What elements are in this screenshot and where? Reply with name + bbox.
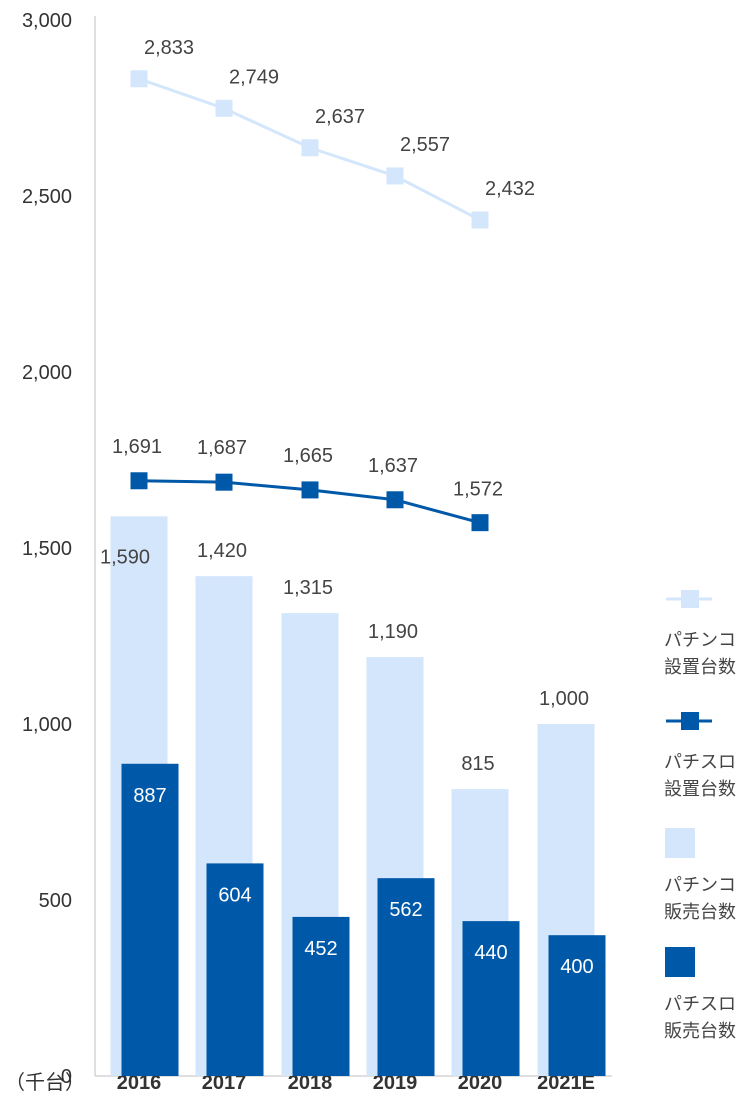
y-tick-label: 2,000 bbox=[22, 362, 72, 384]
marker-pachinko-installed bbox=[301, 139, 319, 157]
data-label-pachinko-installed: 2,557 bbox=[400, 134, 450, 156]
marker-pachinko-installed bbox=[386, 167, 404, 185]
legend-label-line1: パチンコ bbox=[664, 875, 736, 896]
data-label-pachinko-sales: 1,000 bbox=[539, 688, 589, 710]
data-label-pachislot-installed: 1,691 bbox=[112, 436, 162, 458]
unit-label: （千台） bbox=[5, 1070, 85, 1094]
data-label-pachislot-installed: 1,687 bbox=[197, 437, 247, 459]
legend-label-line1: パチスロ bbox=[664, 994, 736, 1015]
data-label-pachinko-sales: 1,420 bbox=[197, 540, 247, 562]
bar-pachislot-sales bbox=[548, 935, 606, 1076]
bar-pachislot-sales bbox=[206, 863, 264, 1076]
bar-pachislot-sales bbox=[121, 763, 179, 1076]
bar-pachislot-sales bbox=[462, 921, 520, 1076]
x-tick-label: 2019 bbox=[373, 1072, 418, 1094]
bar-pachislot-sales bbox=[377, 878, 435, 1076]
installed-units-lines bbox=[130, 70, 489, 532]
data-label-pachinko-installed: 2,833 bbox=[144, 37, 194, 59]
data-label-pachinko-sales: 815 bbox=[461, 753, 494, 775]
marker-pachinko-installed bbox=[215, 99, 233, 117]
y-tick-label: 0 bbox=[61, 1066, 72, 1088]
x-tick-label: 2020 bbox=[458, 1072, 503, 1094]
y-tick-label: 500 bbox=[39, 890, 72, 912]
data-label-pachislot-sales: 887 bbox=[133, 785, 166, 807]
legend-marker-swatch bbox=[681, 590, 699, 608]
data-labels: 1,590 1,420 1,315 1,190 815 1,000 887 604 452 562… bbox=[100, 37, 594, 978]
marker-pachinko-installed bbox=[130, 70, 148, 88]
pachinko-sales-bars bbox=[110, 516, 595, 1076]
data-label-pachislot-sales: 604 bbox=[218, 884, 251, 906]
legend-label-line2: 販売台数 bbox=[664, 902, 736, 923]
marker-pachislot-installed bbox=[386, 491, 404, 509]
y-tick-label: 2,500 bbox=[22, 186, 72, 208]
y-tick-label: 1,000 bbox=[22, 714, 72, 736]
x-tick-label: 2021E bbox=[537, 1072, 595, 1094]
data-label-pachinko-installed: 2,432 bbox=[485, 178, 535, 200]
marker-pachislot-installed bbox=[215, 473, 233, 491]
y-tick-label: 3,000 bbox=[22, 10, 72, 32]
data-label-pachinko-installed: 2,749 bbox=[229, 66, 279, 88]
legend-label-line2: 販売台数 bbox=[664, 1021, 736, 1042]
data-label-pachislot-installed: 1,637 bbox=[368, 455, 418, 477]
data-label-pachislot-sales: 440 bbox=[474, 942, 507, 964]
legend-box-swatch bbox=[665, 947, 695, 977]
data-label-pachinko-sales: 1,190 bbox=[368, 621, 418, 643]
marker-pachislot-installed bbox=[130, 472, 148, 490]
data-label-pachinko-installed: 2,637 bbox=[315, 106, 365, 128]
legend-box-swatch bbox=[665, 828, 695, 858]
data-label-pachislot-installed: 1,665 bbox=[283, 445, 333, 467]
data-label-pachinko-sales: 1,315 bbox=[283, 577, 333, 599]
bar-pachislot-sales bbox=[292, 916, 350, 1076]
legend-marker-swatch bbox=[681, 712, 699, 730]
x-tick-label: 2018 bbox=[288, 1072, 333, 1094]
pachislot-sales-bars bbox=[121, 763, 606, 1076]
legend-label-line1: パチスロ bbox=[664, 752, 736, 773]
legend-label-line2: 設置台数 bbox=[664, 779, 736, 800]
legend-label-line1: パチンコ bbox=[664, 630, 736, 651]
data-label-pachislot-sales: 452 bbox=[304, 938, 337, 960]
data-label-pachislot-sales: 562 bbox=[389, 899, 422, 921]
legend-label-line2: 設置台数 bbox=[664, 657, 736, 678]
axes: 0 500 1,000 1,500 2,000 2,500 3,000 2016 2017 201… bbox=[5, 10, 612, 1094]
marker-pachislot-installed bbox=[471, 514, 489, 532]
x-tick-label: 2017 bbox=[202, 1072, 247, 1094]
marker-pachislot-installed bbox=[301, 481, 319, 499]
x-tick-label: 2016 bbox=[117, 1072, 162, 1094]
data-label-pachislot-installed: 1,572 bbox=[453, 479, 503, 501]
data-label-pachinko-sales: 1,590 bbox=[100, 546, 150, 568]
data-label-pachislot-sales: 400 bbox=[560, 956, 593, 978]
y-tick-label: 1,500 bbox=[22, 538, 72, 560]
marker-pachinko-installed bbox=[471, 211, 489, 229]
